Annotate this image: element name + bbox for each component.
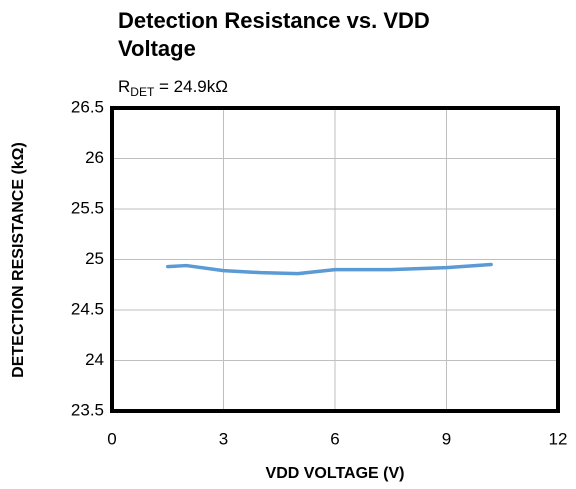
y-axis-label: DETECTION RESISTANCE (kΩ) <box>10 142 27 378</box>
plot-border <box>110 106 560 413</box>
x-axis-label: VDD VOLTAGE (V) <box>266 465 405 482</box>
subtitle-text: = 24.9kΩ <box>154 77 228 96</box>
y-tick-label: 24 <box>85 350 104 369</box>
y-tick-label: 26 <box>85 148 104 167</box>
y-tick-label: 25 <box>85 249 104 268</box>
x-tick-label: 12 <box>549 429 568 448</box>
subtitle-subscript: DET <box>130 85 155 99</box>
x-tick-label: 3 <box>219 429 228 448</box>
x-tick-label: 9 <box>442 429 451 448</box>
subtitle-symbol: R <box>118 77 130 96</box>
x-tick-label: 6 <box>330 429 339 448</box>
chart-subtitle: RDET = 24.9kΩ <box>118 77 228 99</box>
y-tick-label: 25.5 <box>71 198 104 217</box>
y-tick-label: 26.5 <box>71 97 104 116</box>
x-tick-label: 0 <box>107 429 116 448</box>
data-line <box>166 262 493 276</box>
y-tick-label: 23.5 <box>71 400 104 419</box>
chart-title: Voltage <box>118 36 196 61</box>
chart-title: Detection Resistance vs. VDD <box>118 8 430 33</box>
y-tick-label: 24.5 <box>71 299 104 318</box>
